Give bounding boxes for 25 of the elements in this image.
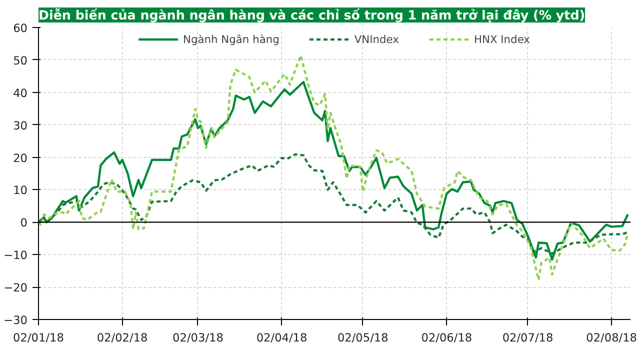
line-series: [38, 80, 629, 261]
y-tick-label: 50: [13, 53, 28, 68]
line-series: [38, 153, 629, 255]
y-tick-label: 0: [20, 216, 28, 230]
legend-label: Ngành Ngân hàng: [183, 32, 280, 46]
x-tick-label: 02/07/18: [502, 330, 554, 344]
chart-title: Diễn biến của ngành ngân hàng và các chỉ số trong 1 năm trở lại đây (% ytd): [38, 8, 586, 22]
x-tick-label: 02/02/18: [96, 330, 148, 344]
legend-label: HNX Index: [474, 32, 530, 46]
y-tick-label: 10: [13, 183, 28, 198]
x-tick-label: 02/06/18: [421, 330, 472, 344]
y-tick-label: −30: [4, 313, 28, 327]
legend-label: VNIndex: [354, 32, 399, 46]
y-tick-label: −20: [4, 280, 28, 295]
y-tick-label: 60: [13, 21, 28, 35]
y-tick-label: 30: [13, 118, 28, 132]
x-tick-label: 02/01/18: [13, 330, 64, 344]
line-series: [38, 54, 629, 282]
x-tick-label: 02/08/18: [586, 330, 638, 344]
x-tick-label: 02/03/18: [172, 330, 224, 344]
x-tick-label: 02/05/18: [337, 330, 388, 344]
x-tick-label: 02/04/18: [256, 330, 308, 344]
y-tick-label: −10: [4, 248, 28, 262]
y-tick-label: 40: [13, 86, 28, 100]
y-tick-label: 20: [13, 150, 28, 165]
